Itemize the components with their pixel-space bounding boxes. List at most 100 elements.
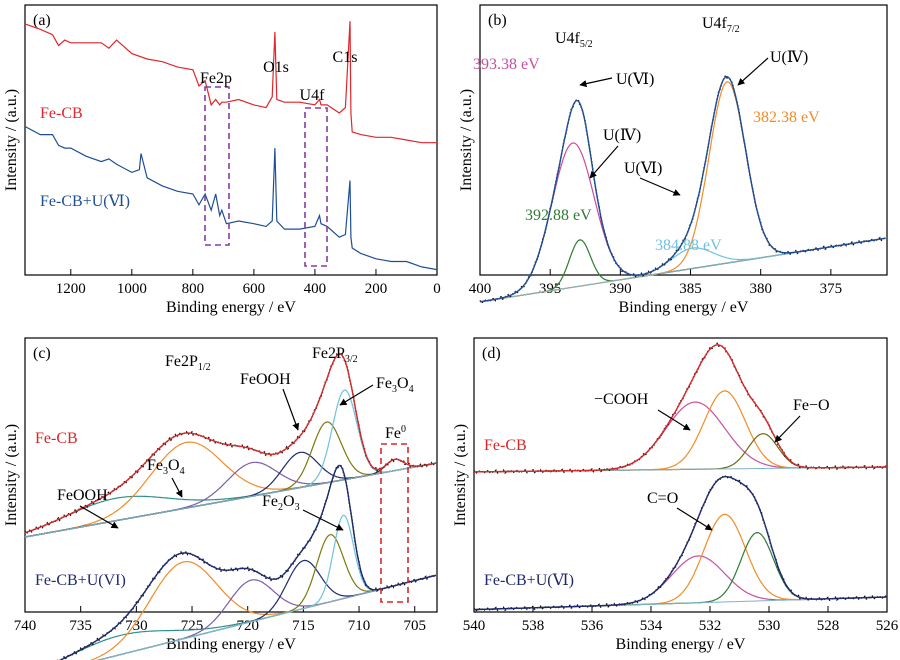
u4f-peak-3 [479, 81, 886, 303]
fe2o3-annotation: Fe2O3 [262, 493, 300, 513]
x-tick-label: 720 [236, 618, 259, 634]
valence-annotation: U(Ⅳ) [770, 49, 808, 66]
peak-title-u4f52: U4f5/2 [555, 30, 593, 50]
fe0-annotation: Fe0 [385, 424, 406, 442]
fe3o4-annotation: Fe3O4 [376, 375, 414, 395]
peak-title-u4f72: U4f7/2 [702, 15, 740, 35]
panel-label: (d) [482, 345, 501, 362]
x-axis-label: Binding energy / eV [619, 299, 749, 316]
panel-label: (c) [33, 345, 51, 362]
x-tick-label: 800 [182, 281, 205, 297]
x-tick-label: 395 [539, 281, 562, 297]
fe2p-s1-baseline [96, 574, 437, 660]
peak-annotation: U4f [300, 87, 326, 104]
x-tick-label: 1000 [117, 281, 147, 297]
peak-annotation: Fe2p [200, 70, 232, 87]
annotation-arrow [302, 509, 344, 531]
x-tick-label: 1200 [56, 281, 86, 297]
binding-energy-label: 393.38 eV [473, 56, 540, 73]
x-tick-label: 380 [749, 281, 772, 297]
annotation-arrow [737, 57, 769, 86]
u4f-region-box [304, 107, 328, 267]
fe2p-s0-raw-data [24, 352, 437, 536]
annotation-arrow [589, 145, 619, 179]
x-tick-label: 538 [522, 618, 545, 634]
fe3o4-annotation-2: Fe3O4 [147, 457, 185, 477]
x-tick-label: 400 [304, 281, 327, 297]
x-tick-label: 540 [463, 618, 486, 634]
peak-title-fe2p12: Fe2P1/2 [165, 353, 211, 373]
o1s-s1-peak-1 [474, 513, 887, 611]
panel-3: 540 538 536 534 532 530 528 526 Binding energy /… [452, 337, 899, 653]
x-tick-label: 200 [365, 281, 388, 297]
survey-series-line [24, 125, 438, 271]
valence-annotation: U(Ⅳ) [603, 127, 641, 144]
fe2p-region-box [204, 86, 230, 246]
annotation-arrow [339, 384, 374, 406]
binding-energy-label: 384.88 eV [655, 237, 722, 254]
x-tick-label: 526 [876, 618, 899, 634]
x-tick-label: 600 [243, 281, 266, 297]
cooh-annotation: −COOH [594, 391, 649, 408]
x-tick-label: 385 [679, 281, 702, 297]
x-tick-label: 528 [817, 618, 840, 634]
x-axis-label: Binding energy / eV [616, 636, 746, 653]
annotation-arrow [774, 415, 801, 443]
y-axis-label: Intensity / (a.u.) [3, 424, 20, 526]
fe2p-s0-baseline [24, 462, 436, 538]
x-tick-label: 715 [292, 618, 315, 634]
valence-annotation: U(Ⅵ) [616, 71, 654, 88]
x-tick-label: 735 [69, 618, 92, 634]
feooh-annotation-2: FeOOH [57, 487, 108, 504]
x-tick-label: 532 [699, 618, 722, 634]
x-axis-label: Binding energy / eV [166, 636, 296, 653]
o1s-s1-fit-envelope [474, 476, 887, 611]
x-tick-label: 390 [609, 281, 632, 297]
annotation-arrow [639, 177, 681, 196]
x-axis-label: Binding energy / eV [166, 299, 296, 316]
fe2p-s1-fit-envelope [58, 464, 437, 660]
x-tick-label: 530 [758, 618, 781, 634]
y-axis-label: Intensity / (a.u.) [452, 424, 469, 526]
plot-frame [473, 337, 888, 613]
panel-label: (a) [33, 12, 51, 29]
annotation-arrow [79, 505, 119, 529]
x-tick-label: 534 [640, 618, 663, 634]
panel-label: (b) [488, 12, 507, 29]
legend-fe-cb-u6: Fe-CB+U(Ⅵ) [40, 193, 130, 210]
fe2p-s0-peak-5 [24, 389, 437, 538]
x-tick-label: 375 [820, 281, 843, 297]
fe2p-s0-peak-4 [24, 421, 437, 538]
panel-0: 1200 1000 800 600 400 200 0 Binding energy / eV… [3, 4, 441, 316]
panel-1: 400 395 390 385 380 375 Binding energy / eV Int… [458, 4, 888, 316]
legend-fe-cb: Fe-CB [484, 437, 527, 454]
plot-frame [24, 337, 438, 613]
u4f-raw-data [479, 74, 886, 305]
annotation-arrow [579, 77, 613, 88]
x-tick-label: 705 [403, 618, 426, 634]
y-axis-label: Intensity / (a.u.) [3, 89, 20, 191]
feooh-annotation: FeOOH [240, 371, 291, 388]
annotation-arrow [657, 409, 691, 431]
fe2p-s1-raw-data [57, 464, 437, 660]
annotation-arrow [171, 477, 183, 498]
x-tick-label: 536 [581, 618, 604, 634]
x-tick-label: 0 [433, 281, 441, 297]
binding-energy-label: 382.38 eV [753, 109, 820, 126]
feo-annotation: Fe−O [793, 397, 830, 414]
o1s-s1-raw-data [473, 474, 888, 612]
x-tick-label: 740 [14, 618, 37, 634]
x-tick-label: 710 [348, 618, 371, 634]
survey-series-line [24, 21, 437, 144]
fe2p-s0-fit-envelope [24, 353, 437, 534]
fe0-region-box [380, 443, 409, 603]
u4f-fit-envelope [479, 75, 886, 303]
peak-annotation: O1s [263, 59, 289, 76]
y-axis-label: Intensity / (a.u.) [458, 89, 475, 191]
legend-fe-cb-u6: Fe-CB+U(Ⅵ) [484, 572, 574, 589]
x-tick-label: 400 [469, 281, 492, 297]
o1s-s0-peak-2 [474, 433, 887, 473]
peak-title-fe2p32: Fe2P3/2 [312, 345, 358, 365]
